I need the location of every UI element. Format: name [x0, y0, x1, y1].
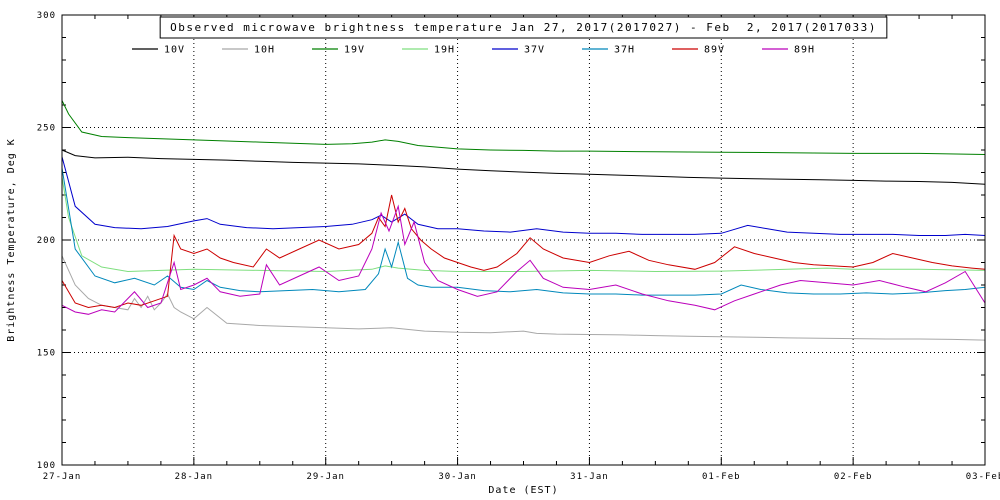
legend-item-89H: 89H — [762, 45, 815, 56]
y-tick-label: 250 — [37, 124, 56, 134]
x-axis-title: Date (EST) — [488, 485, 558, 496]
x-tick-label: 01-Feb — [702, 472, 741, 482]
x-tick-label: 30-Jan — [438, 472, 477, 482]
legend-label-37H: 37H — [614, 45, 635, 56]
legend-item-37H: 37H — [582, 45, 635, 56]
chart-title-group: Observed microwave brightness temperatur… — [159, 16, 888, 39]
series-89H — [61, 204, 986, 315]
y-tick-label: 200 — [37, 236, 56, 246]
x-tick-label: 31-Jan — [570, 472, 609, 482]
series-19V — [61, 100, 986, 155]
series-37H — [61, 167, 986, 296]
plot-border — [61, 14, 986, 466]
legend-item-37V: 37V — [492, 45, 545, 56]
legend-label-10V: 10V — [164, 45, 185, 56]
legend-item-89V: 89V — [672, 45, 725, 56]
x-tick-label: 02-Feb — [834, 472, 873, 482]
x-tick-label: 03-Feb — [966, 472, 1000, 482]
series-37V — [61, 156, 986, 236]
y-axis-title: Brightness Temperature, Deg K — [6, 138, 17, 342]
x-tick-label: 27-Jan — [43, 472, 82, 482]
legend-item-10V: 10V — [132, 45, 185, 56]
y-tick-label: 150 — [37, 349, 56, 359]
legend: 10V 10H 19V 19H 37V 37H 89V 89H — [132, 45, 815, 56]
legend-label-19V: 19V — [344, 45, 365, 56]
legend-item-19V: 19V — [312, 45, 365, 56]
legend-label-10H: 10H — [254, 45, 275, 56]
x-tick-label: 28-Jan — [175, 472, 214, 482]
x-tick-label: 29-Jan — [306, 472, 345, 482]
series-10H — [61, 255, 986, 341]
chart-title-box — [159, 16, 888, 39]
legend-label-19H: 19H — [434, 45, 455, 56]
chart-title: Observed microwave brightness temperatur… — [170, 21, 877, 34]
series-19H — [61, 176, 986, 273]
y-tick-label: 300 — [37, 11, 56, 21]
y-tick-label: 100 — [37, 461, 56, 471]
legend-item-10H: 10H — [222, 45, 275, 56]
legend-label-89H: 89H — [794, 45, 815, 56]
legend-item-19H: 19H — [402, 45, 455, 56]
series-89V — [61, 194, 986, 309]
series-10V — [61, 149, 986, 185]
legend-label-89V: 89V — [704, 45, 725, 56]
legend-label-37V: 37V — [524, 45, 545, 56]
